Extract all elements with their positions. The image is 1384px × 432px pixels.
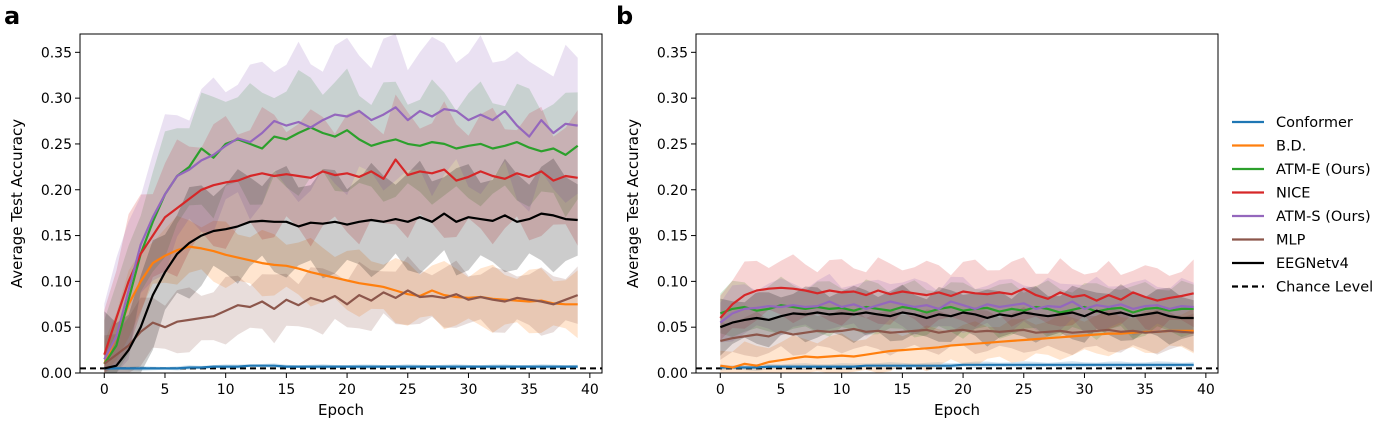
x-tick-label: 40	[1197, 382, 1215, 398]
band-nice	[720, 254, 1194, 341]
legend-label-conformer: Conformer	[1276, 115, 1353, 131]
legend-label-nice: NICE	[1276, 186, 1310, 202]
legend-label-atm-e-ours: ATM-E (Ours)	[1276, 162, 1371, 178]
band-eegnetv4	[104, 158, 578, 373]
y-tick-label: 0.10	[657, 274, 688, 290]
series-line-b-d	[720, 329, 1194, 369]
y-axis-label: Average Test Accuracy	[624, 119, 642, 288]
series-line-atm-s-ours	[719, 300, 1194, 324]
x-tick-label: 20	[338, 382, 356, 398]
band-atm-s-ours	[104, 34, 578, 373]
x-tick-label: 30	[1076, 382, 1094, 398]
y-tick-label: 0.30	[657, 91, 688, 107]
plot-area	[80, 34, 602, 373]
legend-label-b-d: B.D.	[1276, 139, 1306, 155]
y-axis-label: Average Test Accuracy	[8, 119, 26, 288]
chart-panel-b: 0 5 10 15 20 25 30 35 40 0.00 0.05 0.10 0.15 0.20 0.25…	[616, 2, 1219, 419]
y-tick-label: 0.35	[657, 45, 688, 61]
x-tick-label: 10	[217, 382, 235, 398]
y-tick-label: 0.05	[41, 320, 72, 336]
series-line-nice	[103, 158, 578, 356]
x-tick-label: 5	[161, 382, 170, 398]
series-line-eegnetv4	[719, 309, 1194, 329]
y-tick-label: 0.20	[41, 183, 72, 199]
band-atm-e-ours	[104, 68, 578, 373]
series-line-mlp	[103, 289, 579, 365]
y-tick-label: 0.25	[657, 137, 688, 153]
y-tick-label: 0.10	[41, 274, 72, 290]
legend-label-eegnetv4: EEGNetv4	[1276, 256, 1349, 272]
series-line-eegnetv4	[104, 212, 578, 370]
x-tick-label: 15	[277, 382, 295, 398]
y-tick-label: 0.05	[657, 320, 688, 336]
y-tick-label: 0.25	[41, 137, 72, 153]
chart-panel-a: 0 5 10 15 20 25 30 35 40 0.00 0.05 0.10 0.15 0.20 0.25…	[4, 2, 603, 419]
series-line-conformer	[720, 363, 1194, 369]
axes-frame	[695, 33, 1219, 374]
y-tick-label: 0.20	[657, 183, 688, 199]
series-line-nice	[719, 286, 1194, 319]
legend-label-mlp: MLP	[1276, 233, 1306, 249]
panel-label: b	[616, 2, 633, 30]
y-tick-label: 0.30	[41, 91, 72, 107]
series-line-atm-e-ours	[719, 304, 1194, 315]
series-line-atm-e-ours	[103, 126, 579, 365]
x-tick-label: 30	[460, 382, 478, 398]
legend: Conformer B.D. ATM-E (Ours) NICE ATM-S (Ours…	[1232, 115, 1373, 296]
x-tick-label: 20	[954, 382, 972, 398]
x-tick-label: 40	[581, 382, 599, 398]
panel-label: a	[4, 2, 20, 30]
x-tick-label: 0	[100, 382, 109, 398]
x-tick-label: 15	[893, 382, 911, 398]
axes-frame	[79, 33, 603, 374]
y-tick-label: 0.00	[657, 366, 688, 382]
x-tick-label: 35	[1136, 382, 1154, 398]
band-nice	[104, 94, 578, 373]
y-tick-label: 0.15	[41, 229, 72, 245]
series-line-conformer	[104, 364, 578, 370]
x-tick-label: 25	[1015, 382, 1033, 398]
plot-area	[696, 254, 1218, 373]
legend-label-atm-s-ours: ATM-S (Ours)	[1276, 209, 1371, 225]
x-tick-label: 35	[520, 382, 538, 398]
x-tick-label: 5	[777, 382, 786, 398]
legend-label-chance-level: Chance Level	[1276, 280, 1373, 296]
x-axis-label: Epoch	[318, 401, 364, 419]
band-mlp	[720, 307, 1194, 360]
x-axis-label: Epoch	[934, 401, 980, 419]
series-line-mlp	[720, 327, 1194, 342]
band-b-d	[104, 215, 578, 373]
x-tick-label: 0	[716, 382, 725, 398]
y-tick-label: 0.35	[41, 45, 72, 61]
x-tick-label: 25	[399, 382, 417, 398]
series-line-atm-s-ours	[103, 106, 578, 360]
y-tick-label: 0.15	[657, 229, 688, 245]
band-mlp	[104, 256, 578, 373]
x-tick-label: 10	[833, 382, 851, 398]
y-tick-label: 0.00	[41, 366, 72, 382]
